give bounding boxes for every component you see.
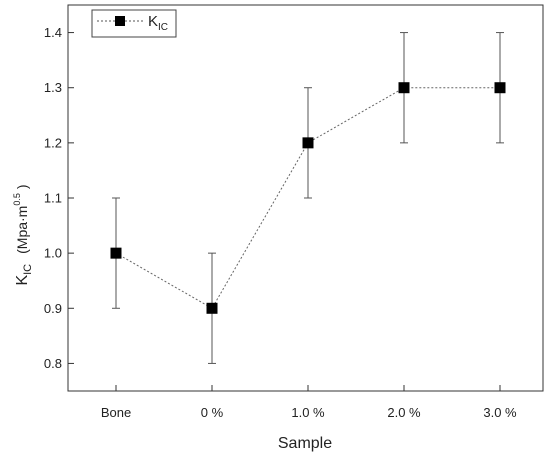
- y-axis-title-sub: IC: [22, 264, 34, 275]
- data-point: [398, 82, 410, 94]
- y-tick-label: 1.0: [44, 246, 62, 261]
- x-axis-title: Sample: [278, 435, 332, 452]
- legend-label: KIC: [148, 13, 168, 33]
- legend-label-sub: IC: [158, 22, 168, 33]
- y-axis-title-main: K: [14, 275, 31, 286]
- data-point: [494, 82, 506, 94]
- y-tick-label: 1.1: [44, 191, 62, 206]
- x-axis-ticks: Bone 0 % 1.0 % 2.0 % 3.0 %: [101, 385, 517, 420]
- y-axis-title-close: ): [14, 184, 30, 189]
- legend-box: [91, 9, 177, 38]
- y-axis-ticks: 0.8 0.9 1.0 1.1 1.2 1.3 1.4: [44, 25, 74, 371]
- y-tick-label: 0.9: [44, 301, 62, 316]
- y-tick-label: 1.3: [44, 80, 62, 95]
- data-point: [110, 247, 122, 259]
- series-layer: [110, 32, 506, 364]
- y-axis-title: KIC (Mpa·m0.5): [12, 184, 34, 285]
- y-axis-title-unit: (Mpa·m: [14, 206, 30, 254]
- x-tick-label: 2.0 %: [387, 405, 421, 420]
- legend: KIC: [91, 9, 177, 38]
- legend-marker: [115, 16, 125, 26]
- data-point: [302, 137, 314, 149]
- x-tick-label: 0 %: [201, 405, 224, 420]
- y-tick-label: 0.8: [44, 356, 62, 371]
- data-point: [206, 302, 218, 314]
- legend-label-main: K: [148, 13, 158, 30]
- x-tick-label: Bone: [101, 405, 131, 420]
- y-tick-label: 1.2: [44, 135, 62, 150]
- x-tick-label: 1.0 %: [291, 405, 325, 420]
- y-tick-label: 1.4: [44, 25, 62, 40]
- x-tick-label: 3.0 %: [483, 405, 517, 420]
- y-axis-title-exp: 0.5: [12, 193, 22, 206]
